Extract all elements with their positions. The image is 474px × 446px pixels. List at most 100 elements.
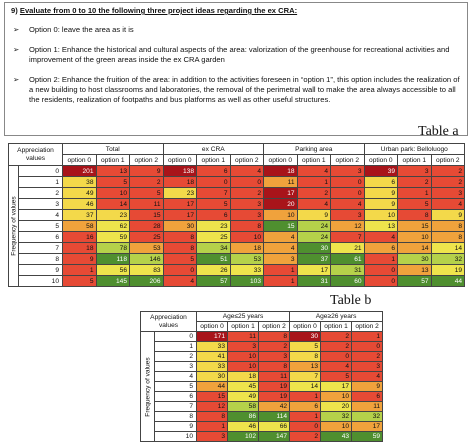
cell: 60 (330, 275, 365, 287)
cell: 10 (363, 209, 399, 221)
cell: 25 (129, 231, 164, 243)
cell: 19 (430, 264, 466, 276)
cell: 3 (330, 165, 365, 177)
cell: 51 (196, 253, 231, 265)
cell: 3 (263, 253, 298, 265)
cell: 10 (263, 209, 298, 221)
cell: 59 (351, 431, 384, 442)
data-row: 4 30 18 11 7 5 4 (141, 371, 384, 382)
cell: 15 (129, 209, 164, 221)
cell: 17 (263, 187, 298, 199)
option-header: option 0 (363, 154, 399, 166)
appreciation-value: 8 (154, 411, 197, 422)
cell: 1 (351, 331, 384, 342)
appreciation-value: 7 (154, 401, 197, 412)
cell: 66 (257, 421, 291, 432)
option-header: option 1 (227, 321, 259, 332)
cell: 17 (162, 198, 198, 210)
cell: 13 (363, 220, 399, 232)
cell: 61 (330, 253, 365, 265)
option-header: option 1 (95, 154, 130, 166)
cell: 3 (330, 209, 365, 221)
table-label: Table a (418, 124, 459, 139)
table-label: Table b (330, 293, 372, 308)
cell: 57 (397, 275, 432, 287)
cell: 5 (196, 198, 231, 210)
question-box: 9) Evaluate from 0 to 10 the following t… (4, 2, 468, 136)
appreciation-value: 1 (18, 176, 63, 188)
cell: 1 (62, 264, 97, 276)
cell: 23 (95, 209, 130, 221)
cell: 1 (263, 275, 298, 287)
cell: 11 (227, 331, 259, 342)
cell: 0 (351, 341, 384, 352)
data-row: 9 1 56 83 0 26 33 1 17 31 0 13 19 (9, 264, 466, 276)
cell: 28 (129, 220, 164, 232)
data-row: 6 16 59 25 8 25 10 4 24 7 4 10 8 (9, 231, 466, 243)
cell: 14 (397, 242, 432, 254)
cell: 4 (320, 361, 353, 372)
option: Option 2: Enhance the fruition of the ar… (11, 75, 461, 105)
cell: 32 (320, 411, 353, 422)
cell: 9 (129, 165, 164, 177)
cell: 78 (95, 242, 130, 254)
cell: 1 (397, 187, 432, 199)
cell: 37 (296, 253, 332, 265)
cell: 14 (430, 242, 466, 254)
option-header: option 0 (289, 321, 322, 332)
cell: 13 (397, 264, 432, 276)
cell: 53 (229, 253, 265, 265)
cell: 6 (196, 165, 231, 177)
data-row: 7 12 58 42 6 20 11 (141, 401, 384, 412)
data-row: 8 8 86 114 1 32 32 (141, 411, 384, 422)
header-row: option 0 option 1 option 2 option 0 option 1… (141, 321, 384, 332)
cell: 44 (430, 275, 466, 287)
cell: 2 (397, 176, 432, 188)
cell: 5 (129, 187, 164, 199)
group-header: Urban park: Belloluogo (363, 143, 466, 155)
side-text: Frequency of values (144, 356, 151, 417)
cell: 138 (162, 165, 198, 177)
cell: 2 (430, 176, 466, 188)
data-row: 3 33 10 8 13 4 3 (141, 361, 384, 372)
cell: 83 (129, 264, 164, 276)
header-row: option 0 option 1 option 2 option 0 option 1… (9, 154, 466, 166)
cell: 58 (227, 401, 259, 412)
corner-label: Appreciation values (8, 143, 63, 166)
group-header: Total (62, 143, 164, 155)
cell: 9 (430, 209, 466, 221)
option-header: option 2 (330, 154, 365, 166)
cell: 17 (351, 421, 384, 432)
appreciation-value: 9 (154, 421, 197, 432)
cell: 32 (430, 253, 466, 265)
cell: 39 (363, 165, 399, 177)
cell: 16 (62, 231, 97, 243)
cell: 8 (229, 220, 265, 232)
cell: 18 (229, 242, 265, 254)
cell: 30 (397, 253, 432, 265)
data-row: 5 58 62 28 30 23 8 15 24 12 13 15 8 (9, 220, 466, 232)
cell: 4 (363, 231, 399, 243)
cell: 30 (289, 331, 322, 342)
cell: 1 (363, 253, 399, 265)
cell: 0 (363, 275, 399, 287)
cell: 8 (162, 231, 198, 243)
cell: 9 (363, 198, 399, 210)
cell: 0 (196, 176, 231, 188)
data-row: 10 3 102 147 2 43 59 (141, 431, 384, 442)
option-header: option 1 (397, 154, 432, 166)
cell: 30 (196, 371, 228, 382)
cell: 13 (289, 361, 322, 372)
cell: 0 (229, 176, 265, 188)
cell: 32 (351, 411, 384, 422)
data-row: 10 5 145 206 4 57 103 1 31 60 0 57 44 (9, 275, 466, 287)
cell: 4 (162, 275, 198, 287)
cell: 3 (430, 187, 466, 199)
cell: 8 (257, 361, 291, 372)
cell: 31 (296, 275, 332, 287)
cell: 10 (227, 361, 259, 372)
cell: 10 (229, 231, 265, 243)
cell: 8 (397, 209, 432, 221)
cell: 10 (320, 421, 353, 432)
